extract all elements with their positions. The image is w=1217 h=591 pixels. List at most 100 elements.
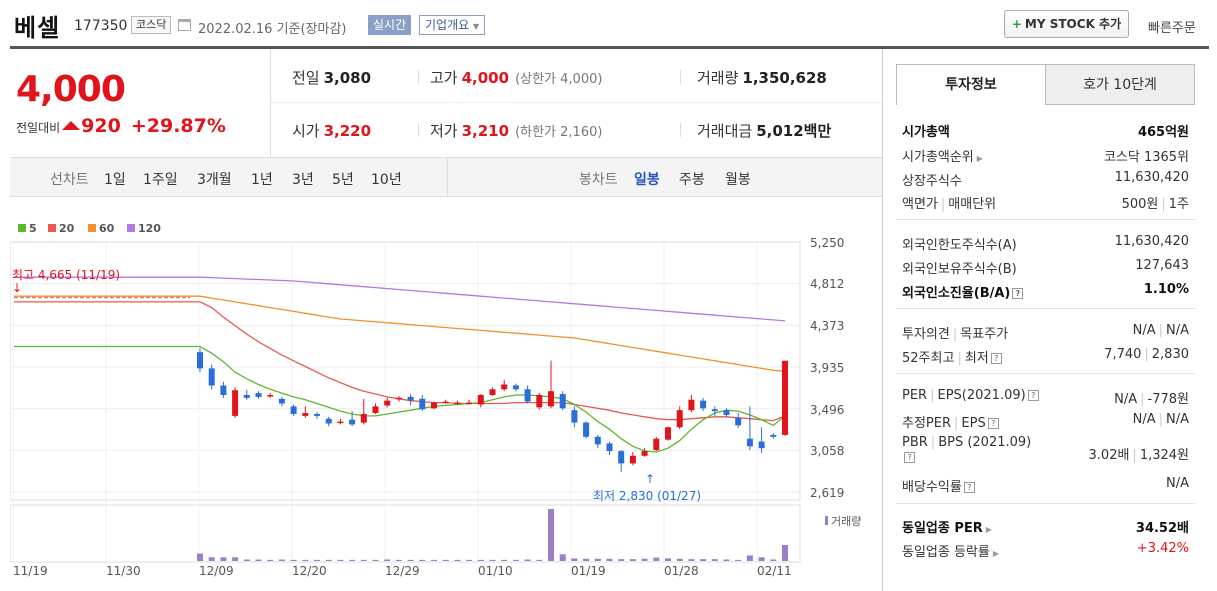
per-value: N/A — [1114, 392, 1138, 407]
volume-bar — [267, 559, 274, 561]
calendar-icon — [178, 19, 191, 31]
ma120-line — [14, 276, 786, 322]
volume-bar — [232, 557, 239, 561]
volume-bar — [360, 559, 367, 561]
divider — [418, 123, 419, 137]
candle-body — [512, 385, 519, 390]
w52-label: 52주최고 — [902, 351, 955, 366]
period-10y[interactable]: 10년 — [371, 172, 402, 188]
help-icon[interactable]: ? — [904, 452, 915, 463]
corp-overview-dropdown[interactable]: 기업개요 ▼ — [419, 15, 486, 35]
lower-limit: (하한가 2,160) — [515, 125, 603, 140]
volume-bar — [594, 558, 601, 561]
tab-order-book[interactable]: 호가 10단계 — [1045, 64, 1195, 105]
volume-bar — [442, 559, 449, 561]
candle-body — [618, 451, 625, 464]
volume-bar — [372, 559, 379, 561]
candle-body — [477, 394, 484, 405]
sector-change-label: 동일업종 등락률 — [902, 545, 990, 560]
volume-bar — [583, 558, 590, 561]
volume-bar — [501, 559, 508, 561]
per-label: PER — [902, 388, 928, 403]
candle-body — [395, 397, 402, 400]
period-5y[interactable]: 5년 — [332, 172, 354, 188]
current-price: 4,000 — [16, 69, 126, 110]
candlestick-chart[interactable] — [10, 210, 882, 582]
foreign-limit-value: 11,630,420 — [1114, 234, 1189, 249]
candle-body — [489, 389, 496, 395]
chevron-down-icon: ▼ — [473, 22, 480, 31]
volume-label: 거래량 — [697, 69, 739, 87]
volume-bar — [255, 559, 262, 561]
volume-bar — [711, 559, 718, 561]
legend-ma20-label: 20 — [59, 222, 75, 235]
period-1d[interactable]: 1일 — [104, 172, 126, 188]
help-icon[interactable]: ? — [963, 482, 975, 493]
low-label: 저가 — [430, 122, 458, 140]
volume-plot-frame — [10, 504, 801, 563]
pbr-label: PBR — [902, 435, 928, 450]
candle-body — [431, 402, 437, 409]
sector-per-label: 동일업종 PER — [902, 521, 983, 536]
legend-ma20: 20 — [48, 222, 74, 235]
candle-monthly[interactable]: 월봉 — [725, 172, 751, 188]
period-1y[interactable]: 1년 — [251, 172, 273, 188]
realtime-button[interactable]: 실시간 — [368, 15, 412, 35]
help-icon[interactable]: ? — [990, 353, 1002, 364]
opinion-value: N/A — [1132, 323, 1156, 338]
dividend-label: 배당수익률 — [902, 480, 962, 495]
section-divider — [896, 219, 1195, 220]
candle-body — [583, 422, 590, 437]
candle-body — [372, 406, 379, 414]
candle-body — [700, 400, 707, 409]
quick-order-link[interactable]: 빠른주문 — [1148, 21, 1196, 36]
volume-bar — [629, 559, 636, 561]
y-tick: 3,935 — [810, 361, 845, 375]
divider — [680, 123, 681, 137]
candle-daily[interactable]: 일봉 — [634, 172, 660, 188]
dividend-value: N/A — [1166, 476, 1189, 491]
legend-ma120-label: 120 — [138, 222, 161, 235]
corp-overview-label: 기업개요 — [425, 18, 470, 32]
divider — [680, 70, 681, 84]
volume-bar — [723, 559, 730, 561]
candle-body — [314, 413, 320, 416]
header: 베셀 177350 코스닥 2022.02.16 기준(장마감) 실시간 기업개… — [0, 0, 1217, 48]
period-1w[interactable]: 1주일 — [143, 172, 178, 188]
help-icon[interactable]: ? — [1027, 390, 1039, 401]
amount-label: 거래대금 — [697, 122, 753, 140]
candle-body — [641, 451, 648, 456]
pbr-row: PBR | BPS (2021.09)? 3.02배 | 1,324원 — [902, 435, 1189, 463]
tab-investment-info[interactable]: 투자정보 — [896, 64, 1046, 105]
candle-body — [337, 421, 344, 424]
candle-weekly[interactable]: 주봉 — [679, 172, 705, 188]
help-icon[interactable]: ? — [1012, 288, 1024, 299]
cap-rank-label: 시가총액순위 — [902, 150, 974, 165]
stock-name: 베셀 — [14, 14, 61, 42]
foreign-held-label: 외국인보유주식수(B) — [902, 262, 1017, 277]
est-per-label: 추정PER — [902, 416, 952, 431]
candle-body — [665, 427, 671, 440]
market-cap-label: 시가총액 — [902, 125, 950, 140]
volume-bar — [302, 559, 309, 561]
x-tick: 12/09 — [199, 564, 234, 578]
volume-bar — [431, 559, 437, 561]
bps-value: 1,324원 — [1139, 448, 1189, 463]
candle-body — [407, 396, 414, 401]
period-3y[interactable]: 3년 — [292, 172, 314, 188]
section-divider — [896, 308, 1195, 309]
shares-value: 11,630,420 — [1114, 170, 1189, 185]
open-label: 시가 — [292, 122, 320, 140]
chevron-right-icon: ▶ — [985, 525, 992, 534]
volume-stat: 거래량 1,350,628 — [697, 67, 827, 88]
volume-bar — [758, 557, 765, 561]
cap-rank-value: 코스닥 1365위 — [1103, 150, 1189, 165]
amount-value: 5,012 — [756, 122, 804, 140]
my-stock-add-button[interactable]: + MY STOCK 추가 — [1004, 10, 1129, 38]
prev-value: 3,080 — [323, 69, 372, 87]
period-3m[interactable]: 3개월 — [197, 172, 232, 188]
volume-bar — [419, 559, 426, 561]
volume-bar — [220, 557, 227, 561]
help-icon[interactable]: ? — [987, 418, 999, 429]
candle-body — [325, 418, 332, 424]
